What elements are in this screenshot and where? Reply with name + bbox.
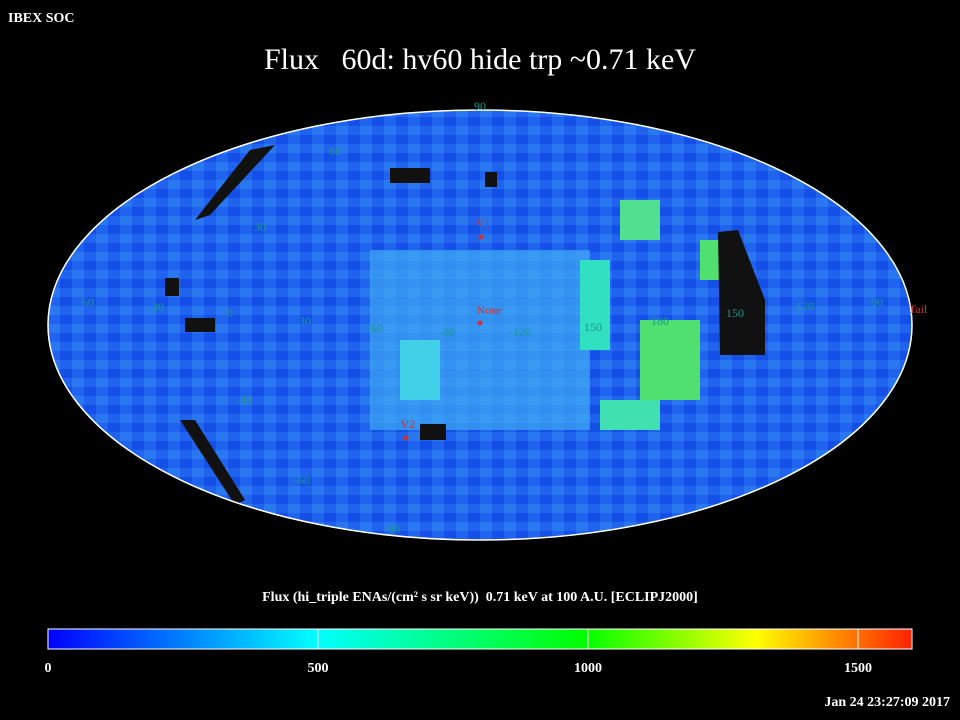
marker-label: V2 [401, 417, 416, 431]
map-title: Flux 60d: hv60 hide trp ~0.71 keV [264, 43, 696, 76]
grid-labels: 90 60 30 60 30 0 30 -60 -90 -120 150 180… [82, 99, 883, 536]
marker-label: Nose [477, 303, 502, 317]
marker-dot [478, 234, 484, 240]
grid-label: 30 [299, 314, 311, 328]
grid-label: 30 [152, 300, 164, 314]
colorbar-tick-label: 500 [308, 661, 329, 676]
grid-label: 180 [651, 314, 669, 328]
grid-label: 120 [796, 299, 814, 313]
colorbar-ticks: 0 500 1000 1500 [45, 629, 872, 676]
grid-label: 150 [584, 320, 602, 334]
grid-label: 90 [871, 295, 883, 309]
timestamp: Jan 24 23:27:09 2017 [824, 695, 950, 710]
grid-label: 60 [82, 295, 94, 309]
colorbar-tick-label: 0 [45, 661, 52, 676]
marker-dot [403, 435, 409, 441]
grid-label: -120 [509, 325, 531, 339]
marker-label: V1 [476, 216, 491, 230]
grid-label: -90 [439, 325, 455, 339]
grid-label: 90 [474, 99, 486, 113]
map-border [47, 109, 913, 541]
grid-label: -30 [236, 393, 252, 407]
colorbar-label: Flux (hi_triple ENAs/(cm² s sr keV)) 0.7… [262, 590, 698, 605]
grid-label: 30 [254, 220, 266, 234]
sky-map [48, 110, 912, 540]
colorbar [47, 628, 913, 650]
markers: V1 Nose V2 Tail [401, 216, 928, 441]
grid-label: -90 [384, 522, 400, 536]
grid-label: 0 [227, 306, 233, 320]
grid-label: -60 [294, 473, 310, 487]
grid-label: 150 [726, 306, 744, 320]
colorbar-tick-label: 1500 [844, 661, 872, 676]
colorbar-tick-label: 1000 [574, 661, 602, 676]
source-label: IBEX SOC [8, 11, 75, 26]
grid-label: 60 [329, 144, 341, 158]
marker-dot [477, 320, 483, 326]
marker-label: Tail [909, 302, 928, 316]
grid-label: -60 [367, 321, 383, 335]
